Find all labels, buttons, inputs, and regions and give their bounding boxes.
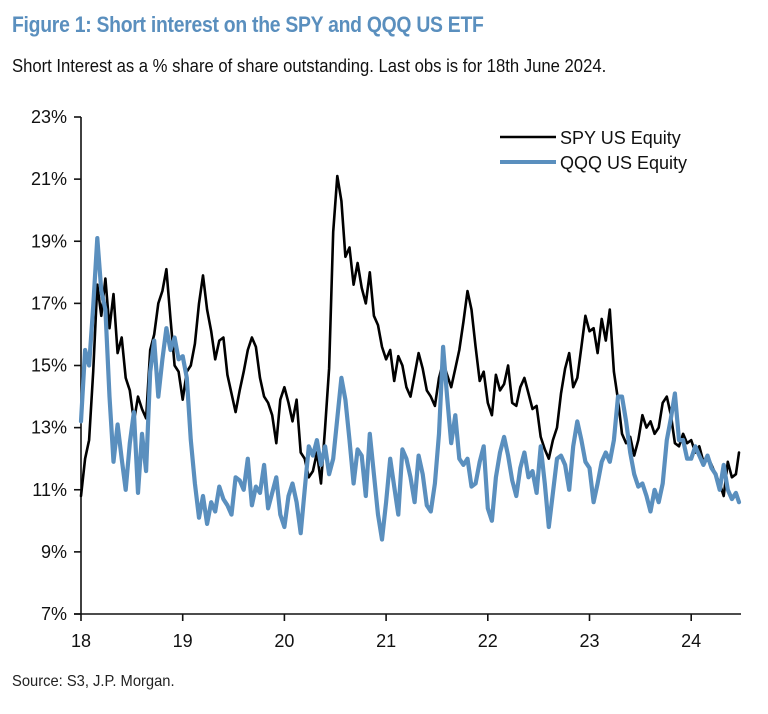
y-tick-label: 9%	[41, 542, 67, 562]
x-tick-label: 24	[681, 631, 701, 651]
legend-label-spy: SPY US Equity	[560, 128, 681, 148]
y-tick-label: 13%	[31, 418, 67, 438]
figure-subtitle: Short Interest as a % share of share out…	[12, 55, 607, 76]
source-note: Source: S3, J.P. Morgan.	[12, 673, 175, 690]
figure-title: Figure 1: Short interest on the SPY and …	[12, 12, 484, 37]
y-tick-label: 17%	[31, 293, 67, 313]
axes: 7% 9% 11% 13% 15% 17% 19% 21% 23% 18 19 20 21 22 23 24	[31, 107, 741, 651]
y-tick-label: 11%	[32, 480, 67, 500]
y-tick-label: 15%	[31, 356, 67, 376]
x-tick-label: 19	[173, 631, 193, 651]
series-line-spy	[79, 174, 741, 498]
y-tick-label: 7%	[41, 604, 67, 624]
y-tick-label: 23%	[31, 107, 67, 127]
x-tick-label: 23	[579, 631, 599, 651]
x-tick-label: 18	[71, 631, 91, 651]
series-group	[78, 174, 742, 542]
x-tick-label: 21	[376, 631, 396, 651]
y-tick-label: 19%	[31, 231, 67, 251]
y-tick-label: 21%	[31, 169, 67, 189]
legend: SPY US Equity QQQ US Equity	[500, 128, 687, 173]
series-line-qqq	[78, 236, 742, 542]
x-tick-label: 20	[274, 631, 294, 651]
legend-label-qqq: QQQ US Equity	[560, 153, 687, 173]
x-tick-label: 22	[478, 631, 498, 651]
